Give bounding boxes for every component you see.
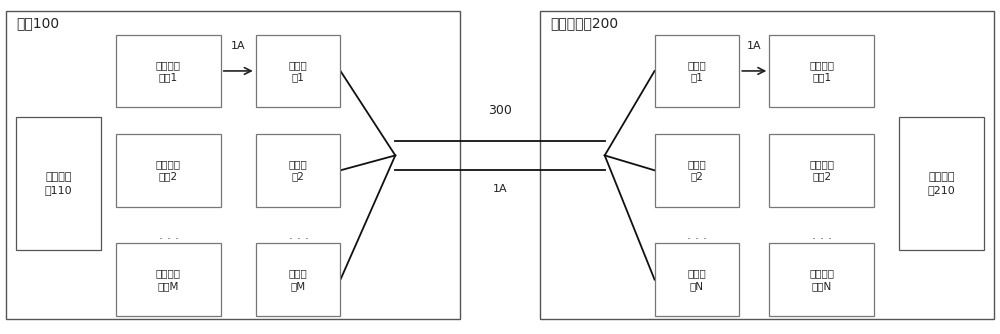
Text: 第一控制
器110: 第一控制 器110 <box>45 172 73 195</box>
Text: · · ·: · · · <box>289 233 309 246</box>
FancyBboxPatch shape <box>256 243 340 316</box>
FancyBboxPatch shape <box>116 243 221 316</box>
Text: 第二接
口2: 第二接 口2 <box>688 159 706 181</box>
FancyBboxPatch shape <box>655 134 739 207</box>
Bar <box>6 11 460 319</box>
FancyBboxPatch shape <box>769 34 874 107</box>
FancyBboxPatch shape <box>769 134 874 207</box>
Text: 第一接
口2: 第一接 口2 <box>289 159 307 181</box>
Text: 充电输出
接口2: 充电输出 接口2 <box>809 159 834 181</box>
FancyBboxPatch shape <box>655 243 739 316</box>
Text: · · ·: · · · <box>812 233 832 246</box>
Text: 电源适配器200: 电源适配器200 <box>550 16 618 30</box>
Text: 充电输入
接口1: 充电输入 接口1 <box>156 60 181 82</box>
FancyBboxPatch shape <box>256 34 340 107</box>
Text: 充电输入
接口M: 充电输入 接口M <box>156 269 181 291</box>
FancyBboxPatch shape <box>16 117 101 250</box>
Text: 第二控制
器210: 第二控制 器210 <box>927 172 955 195</box>
Text: 终端100: 终端100 <box>16 16 59 30</box>
Text: 第一接
口1: 第一接 口1 <box>289 60 307 82</box>
Text: 充电输入
接口2: 充电输入 接口2 <box>156 159 181 181</box>
FancyBboxPatch shape <box>116 134 221 207</box>
FancyBboxPatch shape <box>655 34 739 107</box>
Text: 充电输出
接口1: 充电输出 接口1 <box>809 60 834 82</box>
Text: 第二接
口N: 第二接 口N <box>688 269 706 291</box>
FancyBboxPatch shape <box>116 34 221 107</box>
Text: 1A: 1A <box>231 41 246 51</box>
Text: 充电输出
接口N: 充电输出 接口N <box>809 269 834 291</box>
Text: · · ·: · · · <box>159 233 179 246</box>
Text: · · ·: · · · <box>687 233 707 246</box>
Bar <box>540 11 994 319</box>
Text: 1A: 1A <box>747 41 762 51</box>
Text: 第二接
口1: 第二接 口1 <box>688 60 706 82</box>
FancyBboxPatch shape <box>899 117 984 250</box>
Text: 300: 300 <box>488 104 512 117</box>
Text: 第一接
口M: 第一接 口M <box>289 269 307 291</box>
FancyBboxPatch shape <box>256 134 340 207</box>
Text: 1A: 1A <box>493 184 507 194</box>
FancyBboxPatch shape <box>769 243 874 316</box>
